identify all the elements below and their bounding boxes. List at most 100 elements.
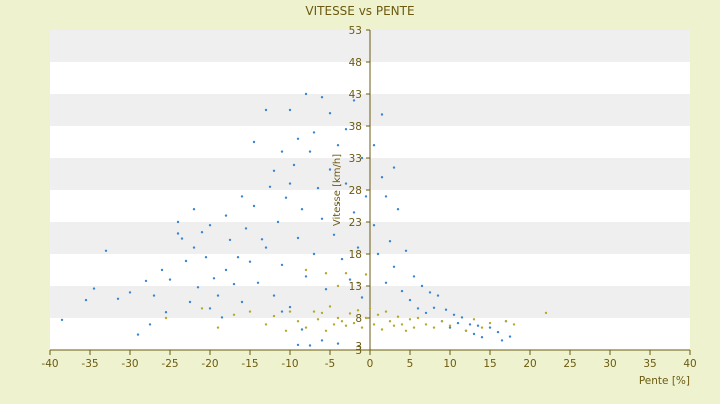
data-point-secondary (284, 329, 288, 332)
data-point-primary (344, 128, 348, 131)
y-tick-label: 48 (349, 57, 362, 69)
data-point-secondary (368, 307, 372, 310)
data-point-secondary (336, 284, 340, 288)
data-point-primary (336, 144, 340, 147)
data-point-primary (304, 92, 308, 96)
y-tick-label: 13 (349, 281, 362, 293)
data-point-secondary (432, 326, 436, 329)
data-point-primary (312, 131, 316, 134)
data-point-primary (280, 310, 284, 313)
data-point-primary (168, 278, 172, 281)
y-tick-label: 43 (349, 89, 362, 101)
data-point-primary (488, 326, 492, 329)
data-point-primary (424, 311, 428, 315)
data-point-secondary (364, 273, 368, 276)
data-point-primary (232, 282, 236, 286)
data-point-secondary (504, 320, 508, 323)
data-point-secondary (200, 307, 204, 310)
data-point-primary (388, 240, 392, 243)
data-point-primary (300, 208, 304, 211)
data-point-primary (188, 300, 192, 304)
data-point-primary (372, 144, 376, 147)
data-point-secondary (448, 324, 452, 327)
data-point-primary (104, 249, 108, 252)
data-point-primary (420, 284, 424, 288)
data-point-secondary (216, 326, 220, 329)
data-point-primary (444, 308, 448, 311)
data-point-secondary (328, 305, 332, 308)
data-points (60, 92, 548, 347)
data-point-secondary (408, 318, 412, 321)
y-tick-label: 3 (355, 345, 362, 357)
data-point-secondary (324, 272, 328, 275)
data-point-secondary (344, 324, 348, 327)
data-point-primary (192, 208, 196, 211)
data-point-secondary (356, 309, 360, 312)
data-point-primary (304, 275, 308, 278)
data-point-primary (384, 195, 388, 198)
data-point-secondary (316, 318, 320, 321)
data-point-primary (144, 279, 148, 283)
data-point-primary (212, 277, 216, 280)
y-tick-label: 3 (355, 341, 362, 353)
data-point-secondary (404, 329, 408, 332)
data-point-secondary (288, 310, 292, 313)
data-point-secondary (344, 272, 348, 275)
data-point-primary (280, 263, 284, 267)
data-point-primary (376, 252, 380, 256)
y-tick-label: 28 (349, 185, 362, 197)
data-point-primary (360, 156, 364, 160)
data-point-secondary (424, 323, 428, 326)
data-point-primary (356, 246, 360, 249)
data-point-secondary (396, 315, 400, 318)
data-point-primary (216, 294, 220, 297)
data-point-primary (392, 166, 396, 169)
data-point-secondary (352, 321, 356, 325)
data-point-primary (248, 260, 252, 263)
data-point-primary (324, 288, 328, 291)
data-point-primary (328, 168, 332, 171)
data-point-primary (404, 249, 408, 252)
data-point-primary (280, 150, 284, 153)
data-point-primary (296, 343, 300, 347)
data-point-secondary (400, 323, 404, 326)
data-point-secondary (264, 323, 268, 326)
data-point-primary (224, 268, 228, 272)
data-point-secondary (304, 326, 308, 329)
data-point-primary (284, 196, 288, 199)
data-point-secondary (388, 320, 392, 323)
data-point-primary (256, 281, 260, 284)
data-point-primary (176, 232, 180, 235)
x-tick-label: 15 (483, 358, 496, 370)
y-tick-label: 38 (349, 121, 362, 133)
data-point-primary (500, 339, 504, 342)
data-point-primary (396, 208, 400, 211)
x-tick-label: 40 (683, 358, 696, 370)
data-point-secondary (480, 326, 484, 329)
data-point-primary (240, 300, 244, 304)
data-point-primary (288, 305, 292, 309)
data-point-secondary (320, 311, 324, 315)
data-point-primary (252, 204, 256, 208)
data-point-secondary (544, 311, 548, 315)
x-tick-label: -35 (81, 358, 98, 370)
data-point-primary (252, 140, 256, 144)
data-point-primary (472, 332, 476, 336)
data-point-primary (308, 150, 312, 153)
data-point-primary (240, 195, 244, 198)
data-point-primary (236, 256, 240, 259)
data-point-primary (480, 336, 484, 339)
x-tick-label: -10 (281, 358, 298, 370)
data-point-primary (220, 316, 224, 319)
data-point-primary (268, 185, 272, 188)
data-point-primary (380, 113, 384, 116)
data-point-secondary (336, 316, 340, 320)
data-point-primary (196, 286, 200, 289)
chart-title: VITESSE vs PENTE (305, 4, 414, 18)
data-point-primary (160, 268, 164, 272)
y-tick-label: 8 (355, 313, 362, 325)
data-point-secondary (440, 320, 444, 323)
data-point-primary (408, 298, 412, 302)
data-point-secondary (232, 313, 236, 316)
